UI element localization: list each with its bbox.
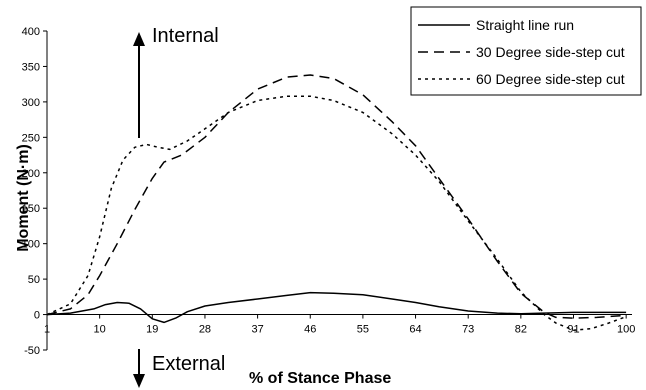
legend: Straight line run 30 Degree side-step cut… [410, 6, 642, 96]
external-annotation: External [133, 349, 225, 388]
series-line-3 [46, 95, 627, 331]
y-ticks: -50 0 50 100 150 200 250 300 350 400 [22, 26, 47, 357]
internal-label: Internal [152, 25, 219, 47]
internal-annotation: Internal [133, 25, 219, 138]
x-axis: 1 10 19 28 37 46 55 64 73 82 91 100 [44, 314, 635, 336]
x-tick-label: 1 [44, 324, 50, 336]
x-ticks: 1 10 19 28 37 46 55 64 73 82 91 100 [44, 314, 635, 336]
legend-label: 60 Degree side-step cut [476, 71, 625, 87]
external-label: External [152, 353, 225, 375]
x-tick-label: 82 [515, 324, 527, 336]
external-arrow-icon [133, 374, 145, 388]
y-tick-label: 100 [22, 239, 40, 251]
x-tick-label: 19 [146, 324, 158, 336]
legend-label: Straight line run [476, 17, 574, 33]
series-layer [46, 74, 627, 331]
legend-box [410, 6, 642, 96]
series-line-1 [46, 291, 627, 324]
x-tick-label: 28 [199, 324, 211, 336]
x-tick-label: 100 [617, 324, 635, 336]
x-tick-label: 37 [251, 324, 263, 336]
y-axis: -50 0 50 100 150 200 250 300 350 400 [22, 26, 48, 357]
internal-arrow-icon [133, 32, 145, 46]
legend-label: 30 Degree side-step cut [476, 44, 625, 60]
x-tick-label: 10 [94, 324, 106, 336]
y-tick-label: 350 [22, 61, 40, 73]
x-tick-label: 64 [409, 324, 421, 336]
x-axis-title: % of Stance Phase [249, 370, 391, 387]
y-tick-label: -50 [24, 345, 40, 357]
series-line-2 [46, 74, 627, 319]
x-tick-label: 46 [304, 324, 316, 336]
y-tick-label: 400 [22, 26, 40, 38]
y-tick-label: 0 [34, 310, 40, 322]
y-axis-title: Moment (N·m) [15, 144, 32, 252]
x-tick-label: 73 [462, 324, 474, 336]
y-tick-label: 200 [22, 168, 40, 180]
y-tick-label: 50 [28, 274, 40, 286]
y-tick-label: 300 [22, 97, 40, 109]
y-tick-label: 250 [22, 132, 40, 144]
legend-items: Straight line run 30 Degree side-step cut… [418, 17, 625, 87]
x-tick-label: 55 [357, 324, 369, 336]
y-tick-label: 150 [22, 203, 40, 215]
